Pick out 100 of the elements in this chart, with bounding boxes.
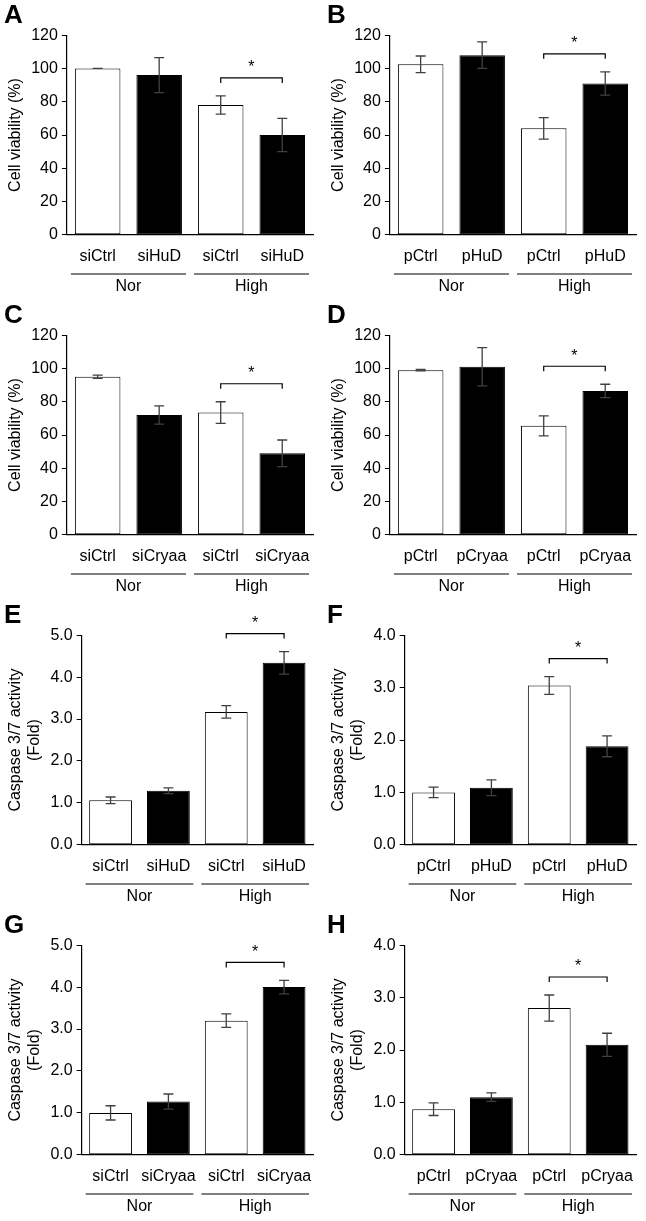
- text: Nor: [126, 1197, 154, 1215]
- x-tick-label: siCtrl: [92, 1166, 129, 1184]
- y-tick-label: 1.0: [373, 1092, 396, 1110]
- y-tick-label: 0: [48, 525, 58, 543]
- y-tick-label: 0: [48, 225, 58, 243]
- x-tick-label: siCtrl: [202, 246, 239, 264]
- x-tick-label: siCtrl: [202, 546, 239, 564]
- text: High: [238, 887, 272, 905]
- y-tick-label: 80: [40, 92, 58, 110]
- y-tick-label: 20: [363, 191, 381, 209]
- annotation: *: [571, 34, 578, 52]
- y-tick-label: 0.0: [50, 835, 73, 853]
- y-axis-title: Caspase 3/7 activity (Fold): [329, 978, 366, 1122]
- text: Nor: [438, 277, 465, 295]
- y-tick-label: 0.0: [373, 1145, 396, 1163]
- x-tick-label: pHuD: [461, 246, 503, 264]
- annotation: *: [248, 364, 255, 382]
- annotation: *: [571, 346, 578, 364]
- y-tick-label: 20: [40, 491, 58, 509]
- x-tick-label: siCtrl: [208, 856, 245, 874]
- y-tick-label: 0.0: [50, 1145, 73, 1163]
- y-tick-label: 5.0: [50, 935, 73, 953]
- y-tick-label: 4.0: [373, 935, 396, 953]
- x-tick-label: siHuD: [146, 856, 191, 874]
- text: High: [235, 277, 268, 295]
- y-axis-title: Caspase 3/7 activity (Fold): [329, 668, 366, 812]
- y-tick-label: 1.0: [50, 1103, 73, 1121]
- chart-title: B: [327, 0, 346, 29]
- x-tick-label: pCryaa: [456, 546, 509, 564]
- text: *: [252, 613, 259, 631]
- x-tick-label: pCryaa: [465, 1166, 518, 1184]
- y-tick-label: 80: [40, 392, 58, 410]
- x-tick-label: pCtrl: [403, 546, 438, 564]
- y-tick-label: 40: [40, 158, 58, 176]
- y-tick-label: 1.0: [50, 793, 73, 811]
- y-tick-label: 0.0: [373, 835, 396, 853]
- y-tick-label: 60: [40, 425, 58, 443]
- y-tick-label: 2.0: [50, 1061, 73, 1079]
- text: High: [235, 577, 268, 595]
- y-tick-label: 2.0: [50, 751, 73, 769]
- y-tick-label: 2.0: [373, 1040, 396, 1058]
- y-tick-label: 120: [31, 25, 58, 43]
- y-tick-label: 80: [363, 92, 381, 110]
- annotation: *: [248, 58, 255, 76]
- y-tick-label: 100: [354, 58, 381, 76]
- y-tick-label: 100: [31, 58, 58, 76]
- x-tick-label: pHuD: [586, 856, 628, 874]
- x-tick-label: pCtrl: [532, 856, 567, 874]
- y-axis-title: Caspase 3/7 activity (Fold): [6, 978, 43, 1122]
- y-tick-label: 120: [354, 325, 381, 343]
- x-tick-label: siHuD: [262, 856, 306, 874]
- y-tick-label: 2.0: [373, 730, 396, 748]
- y-tick-label: 120: [354, 25, 381, 43]
- y-tick-label: 40: [40, 458, 58, 476]
- x-tick-label: pCtrl: [416, 1166, 451, 1184]
- y-tick-label: 20: [40, 191, 58, 209]
- y-tick-label: 3.0: [50, 709, 73, 727]
- y-axis-title: Cell viability (%): [329, 378, 347, 492]
- x-tick-label: pCtrl: [403, 246, 438, 264]
- y-tick-label: 0: [371, 525, 381, 543]
- chart-title: E: [4, 598, 22, 629]
- x-tick-label: pCtrl: [526, 546, 561, 564]
- text: High: [561, 887, 595, 905]
- x-tick-label: pCryaa: [579, 546, 632, 564]
- y-tick-label: 4.0: [373, 625, 396, 643]
- x-tick-label: siCryaa: [256, 1166, 312, 1184]
- x-tick-label: pHuD: [584, 246, 626, 264]
- y-tick-label: 100: [354, 358, 381, 376]
- y-tick-label: 5.0: [50, 625, 73, 643]
- chart-title: C: [4, 298, 23, 329]
- y-axis-title: Cell viability (%): [6, 78, 24, 192]
- text: High: [238, 1197, 272, 1215]
- x-tick-label: siCryaa: [141, 1166, 196, 1184]
- chart-title: H: [327, 908, 346, 939]
- x-tick-label: pCtrl: [532, 1166, 567, 1184]
- y-tick-label: 100: [31, 358, 58, 376]
- text: Nor: [115, 577, 142, 595]
- y-tick-label: 60: [40, 125, 58, 143]
- y-axis-title: Cell viability (%): [6, 378, 24, 492]
- text: Nor: [438, 577, 465, 595]
- x-tick-label: siCryaa: [132, 546, 187, 564]
- y-tick-label: 4.0: [50, 667, 73, 685]
- y-tick-label: 120: [31, 325, 58, 343]
- y-tick-label: 20: [363, 491, 381, 509]
- text: High: [558, 277, 591, 295]
- annotation: *: [575, 957, 582, 975]
- x-tick-label: siCtrl: [79, 546, 116, 564]
- x-tick-label: siCtrl: [208, 1166, 245, 1184]
- y-tick-label: 40: [363, 458, 381, 476]
- x-tick-label: siCtrl: [92, 856, 129, 874]
- text: Nor: [449, 1197, 477, 1215]
- chart-title: A: [4, 0, 23, 29]
- x-tick-label: siHuD: [137, 246, 181, 264]
- y-axis-title: Caspase 3/7 activity (Fold): [6, 668, 43, 812]
- chart-title: G: [4, 908, 25, 939]
- y-tick-label: 60: [363, 425, 381, 443]
- x-tick-label: siCtrl: [79, 246, 116, 264]
- text: Nor: [115, 277, 142, 295]
- text: Nor: [126, 887, 154, 905]
- y-tick-label: 80: [363, 392, 381, 410]
